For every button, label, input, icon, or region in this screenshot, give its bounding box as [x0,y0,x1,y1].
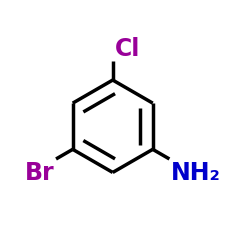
Text: Cl: Cl [115,37,140,61]
Text: NH₂: NH₂ [171,161,221,185]
Text: Br: Br [24,161,54,185]
